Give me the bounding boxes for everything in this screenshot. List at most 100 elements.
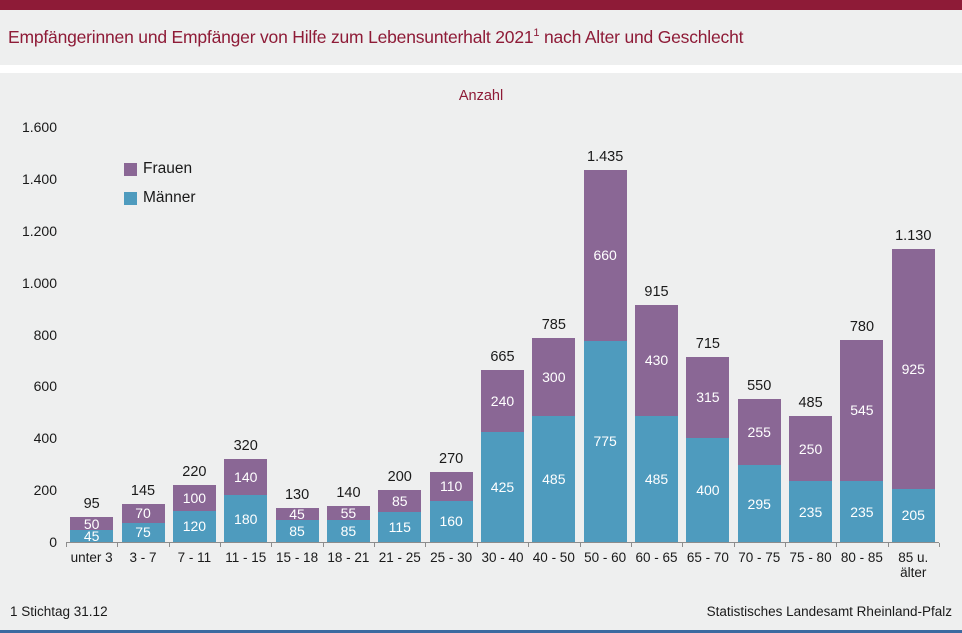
x-axis-label: 3 - 7 (129, 550, 157, 565)
bottom-accent-bar (0, 630, 962, 633)
x-axis-tick (682, 543, 684, 547)
x-axis-tick (322, 543, 324, 547)
bar-total-label: 485 (798, 395, 823, 412)
chart-legend: Frauen Männer (124, 160, 196, 218)
bar-segment-maenner: 425 (480, 431, 524, 542)
x-axis-label: 15 - 18 (276, 550, 319, 565)
bar-segment-frauen: 660 (583, 169, 627, 341)
page-title-footnote-marker: 1 (533, 27, 540, 40)
bar-total-label: 130 (284, 487, 310, 504)
bar-total-label: 220 (182, 463, 207, 480)
bar-segment-maenner: 120 (172, 510, 216, 542)
top-accent-bar (0, 0, 962, 10)
x-axis-label: 65 - 70 (686, 550, 729, 565)
x-axis-tick (66, 543, 67, 547)
bar-segment-frauen: 430 (635, 304, 679, 417)
bar-segment-maenner: 115 (378, 512, 422, 542)
bar-segment-frauen: 545 (840, 339, 884, 482)
bar-total-label: 270 (439, 450, 464, 467)
bar-segment-frauen: 100 (172, 484, 216, 511)
x-axis-tick (938, 543, 940, 547)
bar-total-label: 915 (644, 283, 669, 300)
bar-total-label: 715 (695, 335, 720, 352)
y-axis-label: 800 (33, 326, 57, 343)
bar-total-label: 780 (849, 318, 875, 335)
y-axis-label: 1.000 (21, 274, 57, 291)
x-axis-label: 50 - 60 (584, 550, 627, 565)
x-axis-label: 75 - 80 (789, 550, 832, 565)
bar-total-label: 320 (233, 438, 258, 454)
y-axis-label: 200 (33, 482, 57, 499)
x-axis-tick (374, 543, 376, 547)
bar-segment-maenner: 85 (275, 519, 319, 542)
bar-total-label: 1.130 (895, 227, 932, 244)
bar-segment-maenner: 160 (429, 500, 473, 542)
x-axis-tick (117, 543, 119, 547)
x-axis-tick (784, 543, 786, 547)
page-title: Empfängerinnen und Empfänger von Hilfe z… (8, 27, 954, 48)
maenner-swatch-icon (124, 191, 137, 205)
bar-segment-frauen: 300 (532, 338, 576, 417)
bar-total-label: 140 (336, 484, 361, 501)
x-axis-label: 21 - 25 (378, 550, 421, 565)
bar-total-label: 785 (541, 317, 566, 334)
bar-total-label: 145 (130, 483, 156, 500)
x-axis-label: unter 3 (70, 550, 113, 565)
x-axis-label: 40 - 50 (532, 550, 575, 565)
bar-segment-maenner: 235 (840, 481, 884, 542)
source-credit: Statistisches Landesamt Rheinland-Pfalz (706, 604, 952, 619)
x-axis-tick (733, 543, 735, 547)
bar-segment-frauen: 240 (480, 369, 524, 432)
x-axis-label: 85 u. älter (898, 550, 929, 580)
x-axis-tick (425, 543, 427, 547)
bar-segment-maenner: 180 (224, 495, 268, 542)
page-title-main: Empfängerinnen und Empfänger von Hilfe z… (8, 27, 534, 47)
bar-total-label: 200 (387, 469, 412, 486)
x-axis-label: 70 - 75 (738, 550, 781, 565)
bar-total-label: 95 (83, 496, 100, 513)
legend-label-frauen: Frauen (143, 160, 193, 177)
title-separator (0, 65, 962, 73)
bar-segment-maenner: 400 (686, 438, 730, 542)
bar-segment-maenner: 485 (532, 416, 576, 542)
x-axis-label: 30 - 40 (481, 550, 524, 565)
x-axis-tick (630, 543, 632, 547)
y-axis-label: 1.400 (21, 170, 57, 187)
x-axis-label: 60 - 65 (635, 550, 678, 565)
bar-total-label: 1.435 (587, 148, 624, 165)
bar-segment-frauen: 45 (275, 506, 319, 522)
page-title-rest: nach Alter und Geschlecht (539, 27, 744, 47)
bar-segment-frauen: 50 (70, 516, 114, 532)
x-axis-label: 7 - 11 (177, 550, 212, 565)
bar-segment-frauen: 85 (378, 490, 422, 513)
legend-label-maenner: Männer (143, 189, 196, 206)
bar-total-label: 550 (747, 378, 772, 395)
y-axis-label: 0 (49, 534, 57, 550)
x-axis-tick (271, 543, 273, 547)
bar-segment-maenner: 485 (635, 416, 679, 542)
chart-title: Anzahl (458, 88, 504, 104)
bar-segment-maenner: 775 (583, 340, 627, 542)
bar-total-label: 665 (490, 348, 515, 365)
bar-segment-frauen: 110 (429, 471, 473, 501)
y-axis-label: 600 (33, 378, 57, 395)
x-axis-line (66, 542, 939, 543)
bar-segment-frauen: 255 (737, 399, 781, 466)
footnote: 1 Stichtag 31.12 (10, 604, 108, 619)
bar-segment-frauen: 55 (326, 505, 370, 521)
legend-item-frauen: Frauen (124, 160, 196, 178)
x-axis-tick (528, 543, 530, 547)
x-axis-label: 11 - 15 (225, 550, 267, 565)
x-axis-tick (168, 543, 170, 547)
bar-segment-maenner: 45 (70, 528, 114, 544)
bar-segment-maenner: 75 (121, 522, 165, 542)
x-axis-tick (887, 543, 889, 547)
legend-item-maenner: Männer (124, 189, 196, 207)
bar-segment-frauen: 70 (121, 504, 165, 523)
bar-segment-frauen: 140 (224, 459, 268, 496)
y-axis-label: 1.200 (21, 222, 57, 239)
x-axis-label: 18 - 21 (327, 550, 370, 565)
x-axis-tick (579, 543, 581, 547)
y-axis-label: 1.600 (21, 119, 57, 135)
